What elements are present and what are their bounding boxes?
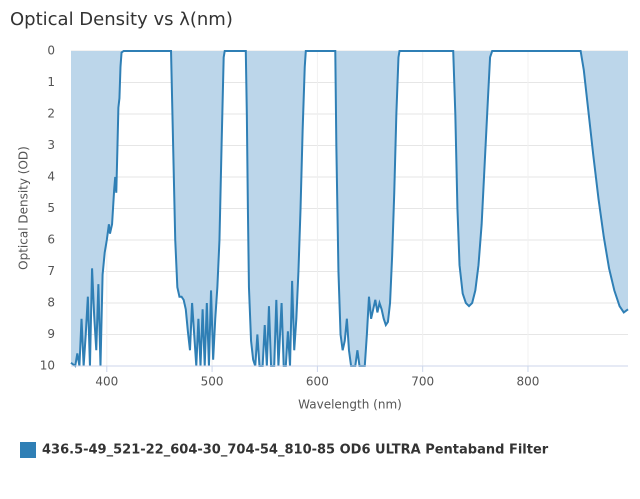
x-axis-title: Wavelength (nm): [298, 398, 402, 412]
y-tick-label: 9: [47, 327, 55, 341]
y-tick-label: 5: [47, 201, 55, 215]
y-tick-label: 4: [47, 170, 55, 184]
legend-swatch: [20, 442, 36, 458]
area-fill: [71, 51, 628, 366]
y-tick-label: 7: [47, 264, 55, 278]
legend-text: 436.5-49_521-22_604-30_704-54_810-85 OD6…: [42, 443, 549, 458]
x-tick-label: 700: [411, 375, 434, 389]
y-tick-label: 8: [47, 296, 55, 310]
y-tick-label: 0: [47, 44, 55, 58]
y-tick-label: 2: [47, 107, 55, 121]
y-axis-title: Optical Density (OD): [17, 146, 31, 270]
y-tick-label: 6: [47, 233, 55, 247]
y-tick-label: 3: [47, 138, 55, 152]
x-tick-label: 500: [201, 375, 224, 389]
x-tick-label: 800: [517, 375, 540, 389]
x-tick-label: 600: [306, 375, 329, 389]
line: [70, 50, 629, 368]
chart-title: Optical Density vs λ(nm): [10, 9, 233, 30]
x-tick-label: 400: [95, 375, 118, 389]
y-tick-label: 1: [47, 75, 55, 89]
y-tick-label: 10: [40, 359, 55, 373]
